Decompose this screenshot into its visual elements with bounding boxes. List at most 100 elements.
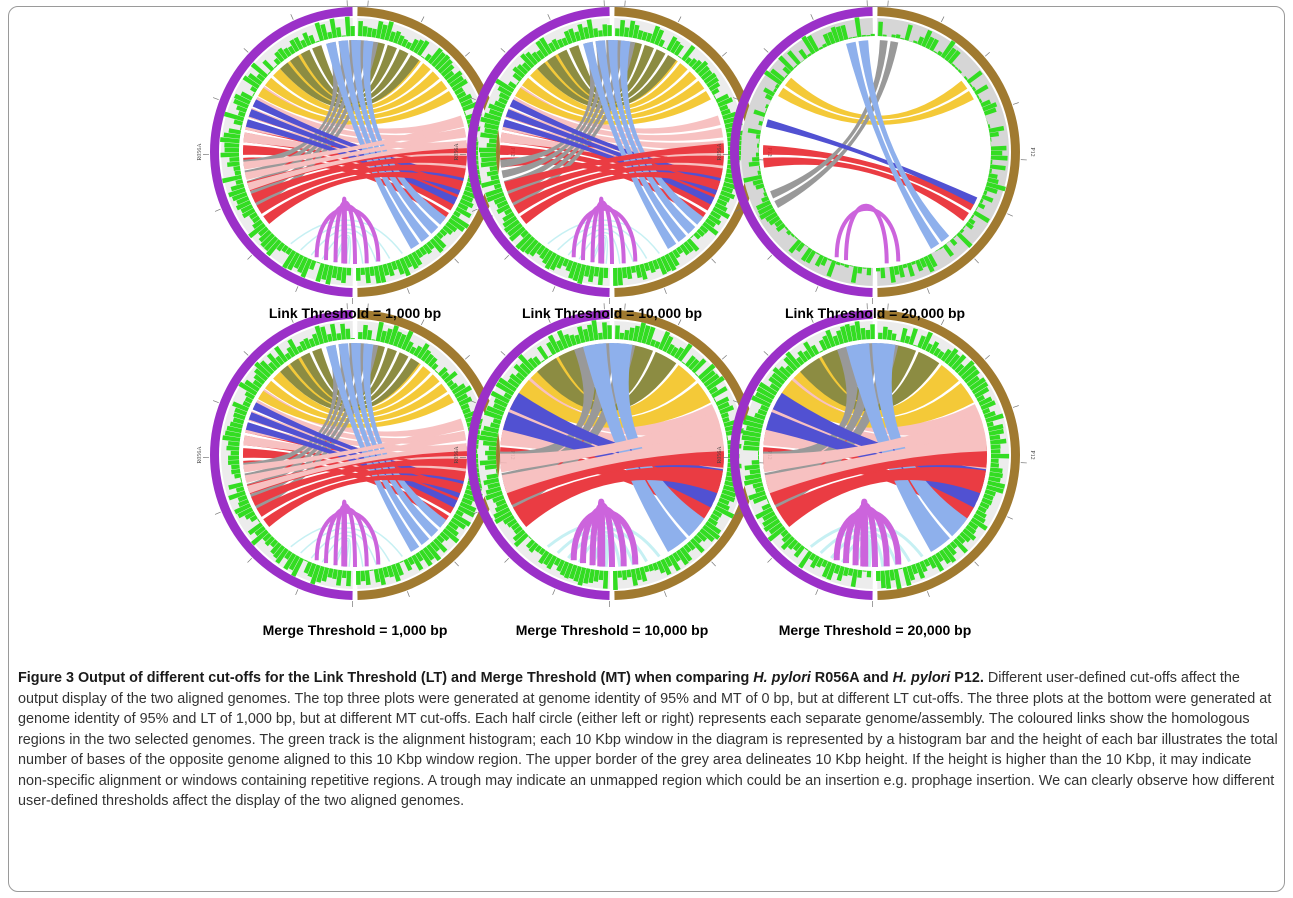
link-ribbon [501, 432, 724, 494]
link-ribbon [520, 171, 721, 224]
homology-links [243, 343, 467, 568]
homology-links [500, 343, 724, 568]
link-ribbon [793, 362, 959, 418]
local-link [321, 231, 364, 264]
local-link [321, 534, 364, 567]
scale-ticks [723, 303, 1027, 607]
threshold-label-link-1000: Link Threshold = 1,000 bp [268, 305, 442, 321]
genome-arc-left [210, 7, 353, 297]
repeat-arch [314, 206, 381, 262]
link-ribbon [351, 343, 439, 537]
link-ribbon [517, 377, 721, 436]
local-link [557, 224, 648, 259]
caption-body: Different user-defined cut-offs affect t… [18, 670, 1278, 809]
repeat-arch [314, 509, 381, 565]
repeat-arch [571, 206, 638, 262]
link-ribbon [247, 140, 467, 191]
caption-title-part: R056A and [810, 670, 893, 686]
link-ribbon [251, 458, 467, 506]
link-ribbon [784, 77, 968, 120]
link-ribbon [509, 99, 722, 185]
circos-panel-merge-20000: R056A P12 [711, 291, 1039, 619]
genome-arc-right [877, 7, 1020, 297]
caption-species-name: H. pylori [753, 670, 811, 686]
link-ribbon [289, 49, 409, 105]
repeat-arch [598, 196, 605, 264]
circos-plot: R056A P12 [717, 303, 1035, 607]
link-ribbon [778, 87, 974, 125]
link-ribbon [872, 343, 968, 537]
link-ribbon [326, 41, 420, 249]
homology-links [763, 343, 987, 568]
link-ribbon [503, 40, 614, 189]
link-ribbon [338, 343, 430, 546]
link-ribbon [530, 68, 697, 115]
link-ribbon [243, 119, 465, 170]
link-ribbon [537, 351, 677, 412]
link-ribbon [510, 96, 724, 141]
link-ribbon [300, 347, 397, 405]
link-ribbon [846, 41, 940, 249]
local-link [578, 231, 621, 264]
local-link [567, 228, 635, 263]
link-ribbon [243, 422, 465, 473]
link-ribbon [280, 55, 420, 109]
link-ribbon [537, 55, 677, 109]
figure-caption: Figure 3 Output of different cut-offs fo… [18, 668, 1280, 812]
link-ribbon [764, 432, 987, 494]
link-ribbon [608, 40, 696, 234]
caption-title: Figure 3 Output of different cut-offs fo… [18, 670, 984, 686]
genome-arc-left [730, 7, 873, 297]
link-ribbon [583, 343, 687, 552]
link-ribbon [515, 380, 711, 428]
grey-track-right [877, 18, 1009, 286]
link-ribbon [780, 377, 984, 436]
local-link [300, 527, 391, 562]
link-ribbon [513, 467, 723, 527]
genome-arc-right [614, 7, 757, 297]
link-ribbon [245, 119, 458, 205]
link-ribbon [252, 99, 465, 185]
link-ribbon [256, 467, 466, 517]
genome-arc-left [467, 7, 610, 297]
link-ribbon [858, 40, 950, 243]
link-ribbon [245, 422, 458, 508]
link-ribbon [300, 44, 397, 102]
link-ribbon [583, 41, 677, 249]
link-ribbon [595, 40, 687, 243]
link-ribbon [256, 164, 466, 214]
threshold-label-merge-20000: Merge Threshold = 20,000 bp [778, 622, 972, 638]
local-link [310, 531, 378, 566]
local-link [300, 224, 391, 259]
genome-label-left: R056A [197, 446, 203, 464]
link-ribbon [289, 352, 409, 408]
link-ribbon [244, 129, 467, 181]
threshold-label-merge-1000: Merge Threshold = 1,000 bp [262, 622, 448, 638]
link-ribbon [503, 444, 724, 505]
alignment-histogram [743, 17, 1008, 284]
threshold-label-link-10000: Link Threshold = 10,000 bp [521, 305, 703, 321]
genome-arc-right [357, 7, 500, 297]
link-ribbon [513, 164, 723, 214]
circos-panel-link-20000: R056A P12 [711, 0, 1039, 316]
alignment-histogram [222, 321, 491, 587]
link-ribbon [763, 411, 985, 473]
link-ribbon [500, 145, 713, 211]
repeat-arch [597, 498, 606, 567]
link-ribbon [530, 362, 696, 418]
link-ribbon [338, 40, 430, 243]
link-ribbon [273, 371, 440, 418]
local-link [310, 228, 378, 263]
genome-label-left: R056A [717, 446, 723, 464]
link-ribbon [521, 77, 705, 120]
genome-label-right: P12 [1029, 450, 1035, 459]
caption-species-name: H. pylori [892, 670, 951, 686]
genome-label-left: R056A [454, 143, 460, 161]
